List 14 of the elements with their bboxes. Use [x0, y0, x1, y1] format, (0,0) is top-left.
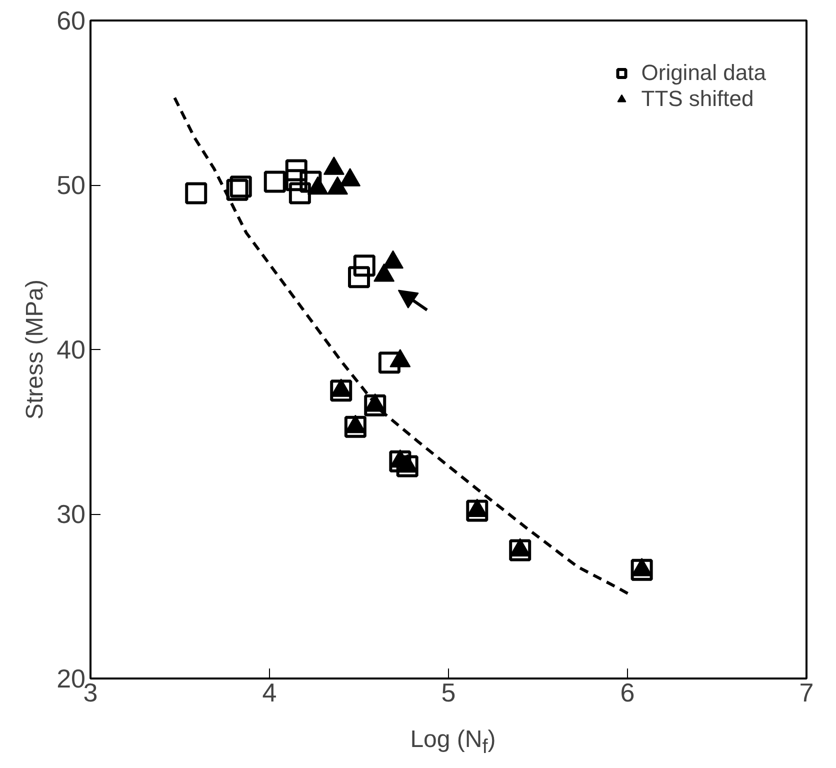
legend-label: Original data: [641, 60, 766, 86]
y-tick-label: 40: [56, 334, 86, 364]
x-tick-label: 7: [799, 678, 814, 708]
legend-label: TTS shifted: [641, 86, 754, 112]
x-axis-title: Log (N$_{f}$): [410, 725, 496, 760]
y-tick-label: 50: [56, 170, 86, 200]
x-tick-label: 6: [620, 678, 635, 708]
x-tick-label: 5: [441, 678, 456, 708]
y-tick-label: 20: [56, 664, 86, 694]
y-axis-title: Stress (MPa): [22, 279, 49, 420]
y-tick-label: 60: [56, 6, 86, 36]
x-tick-label: 4: [262, 678, 277, 708]
x-tick-label: 3: [83, 678, 98, 708]
y-tick-label: 30: [56, 499, 86, 529]
